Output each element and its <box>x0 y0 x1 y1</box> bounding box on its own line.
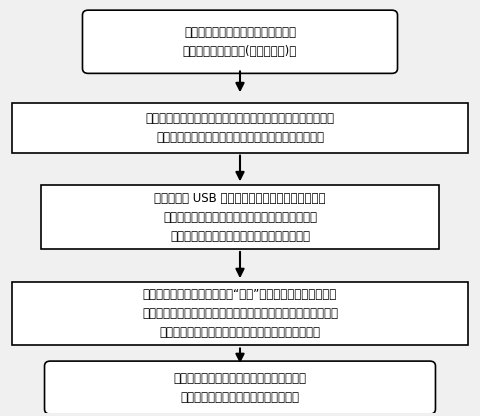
Text: 将摄像头的 USB 连接在电脑上，启动检测软件，调
节摄像头的高度和清晰度，使得摄像头的拍摄区域
刚覆盖液晶显示面板。（此步只需调节一次）: 将摄像头的 USB 连接在电脑上，启动检测软件，调 节摄像头的高度和清晰度，使得… <box>154 192 326 243</box>
FancyBboxPatch shape <box>12 282 468 346</box>
Text: 在所有光学镜头稳定后，点击“识别”按键，软件后台进行图像
分割和识别，并将识别结果分别显示与电脑银幕和液晶显示面板
上，并用不同深度的红色标注不同程度缺陷的镜头: 在所有光学镜头稳定后，点击“识别”按键，软件后台进行图像 分割和识别，并将识别结… <box>142 288 338 339</box>
FancyBboxPatch shape <box>83 10 397 73</box>
Text: 光学镜头在工作人员的表面清洁预处理之后放置在液晶显示面
板上，面板的背景光透过光学镜头进入高清摄像头中。: 光学镜头在工作人员的表面清洁预处理之后放置在液晶显示面 板上，面板的背景光透过光… <box>145 112 335 144</box>
FancyBboxPatch shape <box>12 103 468 153</box>
FancyBboxPatch shape <box>45 361 435 414</box>
FancyBboxPatch shape <box>41 186 439 249</box>
Text: 开启液晶显示面板，根据镜头的特点
选择某一单色背景光(一般为白色)。: 开启液晶显示面板，根据镜头的特点 选择某一单色背景光(一般为白色)。 <box>183 26 297 58</box>
Text: 工作人员根据液晶显示面板上的红色区域可
以直观看出哪些镜头有缺陷，并处理。: 工作人员根据液晶显示面板上的红色区域可 以直观看出哪些镜头有缺陷，并处理。 <box>173 371 307 404</box>
